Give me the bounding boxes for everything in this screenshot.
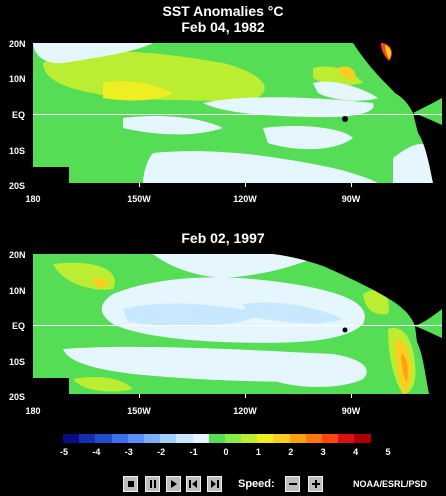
speed-label: Speed: xyxy=(238,478,275,490)
colorbar-swatch xyxy=(273,434,290,443)
map1-lat-20n: 20N xyxy=(9,39,26,49)
colorbar-tick-label: -1 xyxy=(189,447,198,457)
colorbar-swatch xyxy=(224,434,242,443)
colorbar-swatch xyxy=(111,434,128,443)
colorbar-tick-label: -4 xyxy=(92,447,101,457)
colorbar-swatch xyxy=(354,434,371,443)
minus-icon xyxy=(288,483,297,485)
plus-icon xyxy=(311,480,320,488)
map2-lon-180: 180 xyxy=(25,406,41,416)
colorbar-tick-label: 5 xyxy=(385,447,391,457)
colorbar-swatch xyxy=(208,434,225,443)
map1-lon-120w: 120W xyxy=(233,194,257,204)
map1-lon-90w: 90W xyxy=(341,194,361,204)
colorbar-swatch xyxy=(127,434,144,443)
colorbar-tick-label: 2 xyxy=(288,447,294,457)
stop-icon xyxy=(127,481,134,487)
play-icon xyxy=(170,480,177,488)
map1-tick xyxy=(351,183,352,187)
pause-icon xyxy=(149,480,156,488)
colorbar-tick-label: -2 xyxy=(157,447,166,457)
colorbar-tick-label: 1 xyxy=(255,447,261,457)
colorbar-swatch xyxy=(176,434,193,443)
map1-lon-180: 180 xyxy=(25,194,41,204)
colorbar-tick-label: -5 xyxy=(59,447,69,457)
chart-title: SST Anomalies °C xyxy=(162,3,284,19)
sst-map-1997 xyxy=(33,254,442,394)
map2-tick xyxy=(139,394,140,398)
map2-lon-150w: 150W xyxy=(127,406,151,416)
colorbar-swatch xyxy=(192,434,209,443)
map2-tick xyxy=(245,394,246,398)
colorbar xyxy=(63,434,371,443)
colorbar-swatch xyxy=(305,434,322,443)
speed-up-button[interactable] xyxy=(308,476,323,492)
step-back-icon xyxy=(189,480,197,488)
credit-label: NOAA/ESRL/PSD xyxy=(353,479,428,489)
sst-map-1982 xyxy=(33,43,442,183)
colorbar-swatch xyxy=(257,434,274,443)
map2-date: Feb 02, 1997 xyxy=(181,230,265,246)
colorbar-swatch xyxy=(289,434,306,443)
map2-lat-20n: 20N xyxy=(9,250,26,260)
colorbar-swatch xyxy=(160,434,177,443)
speed-down-button[interactable] xyxy=(285,476,300,492)
colorbar-swatch xyxy=(241,434,258,443)
map1-lat-20s: 20S xyxy=(9,181,26,191)
step-forward-button[interactable] xyxy=(207,476,222,492)
colorbar-tick-label: 3 xyxy=(320,447,326,457)
step-back-button[interactable] xyxy=(186,476,201,492)
map2-lon-120w: 120W xyxy=(233,406,257,416)
map2-lat-10s: 10S xyxy=(9,357,26,367)
map1-lat-10s: 10S xyxy=(9,146,26,156)
map1-lon-150w: 150W xyxy=(127,194,151,204)
map1-tick xyxy=(139,183,140,187)
map1-tick xyxy=(245,183,246,187)
map2-tick xyxy=(351,394,352,398)
colorbar-swatch xyxy=(95,434,112,443)
map1-lat-10n: 10N xyxy=(9,74,26,84)
colorbar-tick-label: 0 xyxy=(223,447,229,457)
colorbar-tick-label: 4 xyxy=(353,447,359,457)
map2-lat-20s: 20S xyxy=(9,392,26,402)
map2-lon-90w: 90W xyxy=(341,406,361,416)
colorbar-swatch xyxy=(322,434,339,443)
map1-lat-eq: EQ xyxy=(12,110,26,120)
pause-button[interactable] xyxy=(145,476,160,492)
play-button[interactable] xyxy=(166,476,181,492)
map2-lat-10n: 10N xyxy=(9,286,26,296)
colorbar-swatch xyxy=(79,434,96,443)
map2-lat-eq: EQ xyxy=(12,321,26,331)
colorbar-tick-label: -3 xyxy=(124,447,133,457)
stop-button[interactable] xyxy=(123,476,138,492)
map1-date: Feb 04, 1982 xyxy=(181,19,265,35)
step-forward-icon xyxy=(211,480,219,488)
colorbar-swatch xyxy=(143,434,161,443)
colorbar-swatch xyxy=(63,434,80,443)
colorbar-swatch xyxy=(338,434,355,443)
